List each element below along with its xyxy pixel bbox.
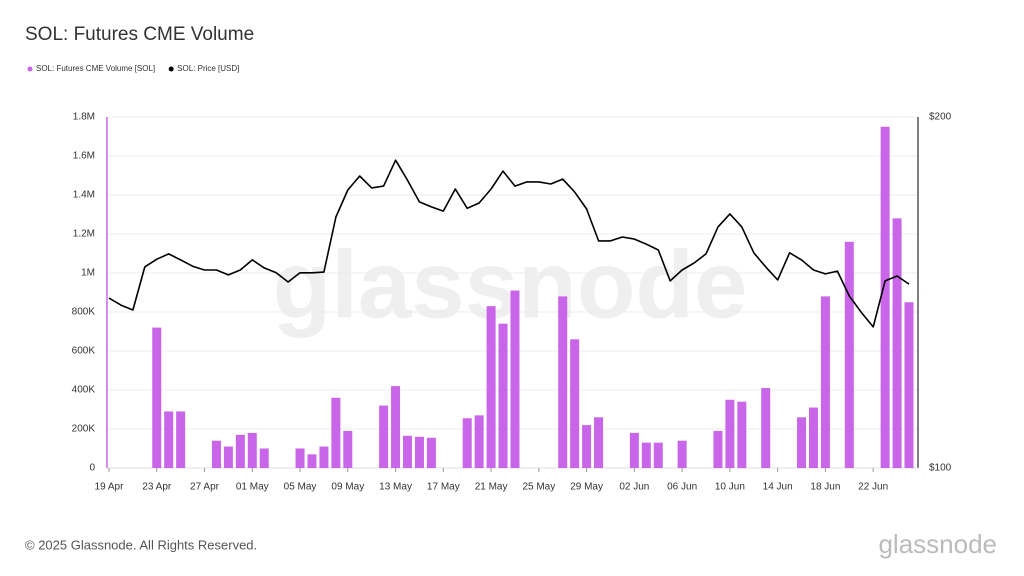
x-tick-label: 05 May: [284, 482, 317, 493]
bar: [713, 430, 723, 468]
legend-marker: [168, 66, 174, 72]
x-tick-label: 22 Jun: [858, 482, 888, 493]
x-tick-label: 29 May: [570, 482, 603, 493]
bar: [307, 454, 317, 468]
legend-label: SOL: Futures CME Volume [SOL]: [36, 64, 155, 73]
y-tick-label: 1.8M: [73, 112, 95, 123]
y-tick-label: 800K: [72, 307, 96, 318]
bar: [797, 417, 807, 468]
bar: [164, 411, 174, 468]
x-tick-label: 01 May: [236, 482, 269, 493]
bar: [582, 425, 592, 468]
bar: [391, 386, 401, 468]
bar: [510, 290, 520, 468]
bar: [235, 434, 245, 468]
bar: [331, 397, 341, 468]
y-tick-label: 0: [89, 463, 95, 474]
price-line: [108, 159, 910, 328]
bar: [211, 440, 221, 468]
bar: [570, 339, 580, 468]
logo: glassnode: [878, 529, 997, 559]
y2-tick-label: $100: [929, 463, 952, 474]
x-tick-label: 10 Jun: [715, 482, 745, 493]
y-tick-label: 1.4M: [73, 190, 95, 201]
bar: [343, 430, 353, 468]
bar: [403, 435, 413, 468]
legend-marker: [27, 66, 33, 72]
bar: [761, 388, 771, 468]
bar: [641, 442, 651, 468]
y-tick-label: 1.2M: [73, 229, 95, 240]
bar: [486, 306, 496, 468]
bar: [223, 446, 233, 468]
x-tick-label: 25 May: [522, 482, 555, 493]
bar: [725, 399, 735, 468]
y-tick-label: 400K: [72, 385, 96, 396]
bar: [808, 407, 818, 468]
bar: [653, 442, 663, 468]
x-tick-label: 17 May: [427, 482, 460, 493]
watermark: glassnode: [273, 231, 748, 338]
x-tick-label: 13 May: [379, 482, 412, 493]
bar: [892, 218, 902, 468]
y-tick-label: 1M: [81, 268, 95, 279]
bar: [904, 302, 914, 468]
bar: [737, 401, 747, 468]
y2-tick-label: $200: [929, 112, 952, 123]
y-tick-label: 600K: [72, 346, 96, 357]
x-tick-label: 09 May: [331, 482, 364, 493]
bar: [247, 432, 257, 468]
chart-title: SOL: Futures CME Volume: [25, 24, 254, 45]
bar: [426, 437, 436, 468]
bar: [677, 440, 687, 468]
x-tick-label: 27 Apr: [190, 482, 220, 493]
bar: [319, 446, 329, 468]
legend-label: SOL: Price [USD]: [177, 64, 239, 73]
bar: [820, 296, 830, 468]
x-tick-label: 19 Apr: [95, 482, 125, 493]
bar: [844, 241, 854, 468]
bar: [259, 448, 269, 468]
bar: [594, 417, 604, 468]
footer: © 2025 Glassnode. All Rights Reserved.: [25, 537, 257, 552]
x-tick-label: 14 Jun: [763, 482, 793, 493]
x-tick-label: 21 May: [475, 482, 508, 493]
bar: [474, 415, 484, 468]
x-tick-label: 23 Apr: [142, 482, 172, 493]
bar: [176, 411, 186, 468]
bar: [414, 436, 424, 468]
y-tick-label: 200K: [72, 424, 96, 435]
bar: [880, 126, 890, 468]
bar: [379, 405, 389, 468]
y-tick-label: 1.6M: [73, 151, 95, 162]
x-tick-label: 06 Jun: [667, 482, 697, 493]
bar: [152, 327, 162, 468]
bar: [462, 418, 472, 468]
x-tick-label: 18 Jun: [810, 482, 840, 493]
x-tick-label: 02 Jun: [619, 482, 649, 493]
bar: [558, 296, 568, 468]
bar: [498, 323, 508, 468]
bar: [295, 448, 305, 468]
bar: [629, 432, 639, 468]
